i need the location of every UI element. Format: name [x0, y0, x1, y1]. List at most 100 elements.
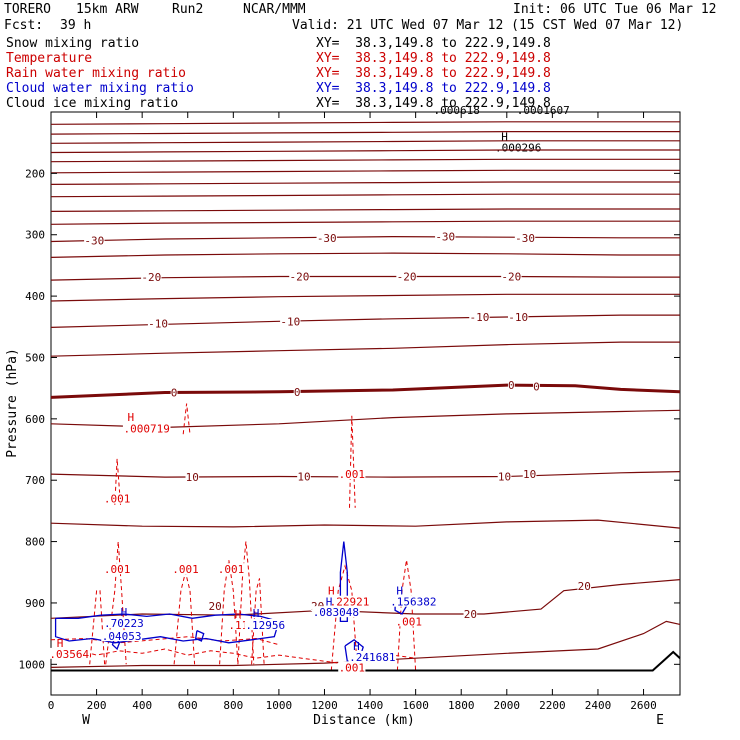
temperature-label-bg [141, 271, 162, 283]
temperature-contour [50, 169, 680, 174]
cloud-water-label: H [121, 606, 128, 619]
temperature-label-bg [435, 230, 456, 242]
rain-contour [349, 415, 356, 508]
ice-label: H [501, 131, 508, 144]
temperature-label-bg [522, 468, 537, 480]
temperature-label: 10 [186, 471, 199, 484]
cloud-water-label: H [396, 585, 403, 598]
temperature-label-bg [316, 231, 337, 243]
temperature-label: 10 [523, 468, 536, 481]
temperature-label-bg [185, 471, 200, 483]
x-tick-label: 1800 [448, 699, 475, 712]
y-tick-label: 500 [25, 351, 45, 364]
forecast-label: Fcst: [4, 18, 44, 33]
temperature-contour [50, 314, 680, 328]
ice-label: .0001607 [517, 104, 570, 117]
field-label-cloud-water: Cloud water mixing ratio [6, 81, 194, 96]
init-time: Init: 06 UTC Tue 06 Mar 12 [513, 2, 717, 17]
temperature-contour [50, 158, 680, 163]
cloud-water-label: .241681 [349, 651, 395, 664]
field-label-snow: Snow mixing ratio [6, 36, 140, 51]
field-xy-snow: XY= 38.3,149.8 to 222.9,149.8 [316, 36, 551, 51]
temperature-label: 20 [464, 608, 477, 621]
axes: 0 200 400 600 800 1000 1200 1400 1600 1800 2000 220… [19, 112, 680, 712]
y-tick-label: 700 [25, 474, 45, 487]
temperature-label: -30 [435, 231, 455, 244]
x-tick-label: 400 [132, 699, 152, 712]
rain-contour [330, 564, 358, 671]
temperature-label-bg [463, 607, 478, 619]
temperature-label: -10 [470, 311, 490, 324]
temperature-contour [50, 208, 680, 212]
x-tick-label: 2000 [494, 699, 521, 712]
rain-contour [182, 403, 191, 435]
y-tick-label: 1000 [19, 658, 46, 671]
temperature-label-bg [147, 317, 169, 329]
temperature-label-bg [577, 579, 592, 591]
temperature-label-bg [533, 380, 540, 392]
temperature-contour [50, 293, 680, 302]
temperature-label: 10 [498, 471, 511, 484]
cloud-water-label-bg [103, 617, 145, 629]
ice-labels: H.000296 .000618 .0001607 [433, 104, 569, 154]
rain-label: .001 [172, 563, 199, 576]
x-tick-label: 600 [178, 699, 198, 712]
temperature-label-bg [507, 310, 529, 322]
temperature-label-bg [293, 385, 301, 397]
rain-label: .001 [339, 661, 366, 674]
temperature-label-bg [497, 470, 512, 482]
temperature-contour [50, 275, 680, 281]
contour-labels: -30 -30 -30 -30 -20 -20 -20 -20 -10 -10 -10 -10 0 0 0 0… [48, 230, 592, 674]
temperature-contour [50, 620, 681, 668]
temperature-contour [50, 193, 680, 198]
temperature-label-bg [170, 386, 178, 398]
temperature-label: -20 [501, 270, 521, 283]
temperature-contour [50, 519, 681, 529]
temperature-label: 0 [171, 386, 178, 399]
x-tick-label: 2200 [539, 699, 566, 712]
temperature-contour [50, 149, 680, 154]
cloud-water-label: .156382 [390, 596, 436, 609]
rain-contour [105, 541, 127, 665]
x-tick-label: 2400 [585, 699, 612, 712]
field-label-cloud-ice: Cloud ice mixing ratio [6, 96, 179, 111]
rain-label: .001 [339, 468, 366, 481]
temperature-label: 0 [533, 380, 540, 393]
model-run: Run2 [172, 2, 204, 17]
cloud-water-contour [54, 613, 280, 644]
cloud-water-label-bg [101, 630, 143, 642]
temperature-contour [50, 383, 681, 399]
cloud-water-label: H [253, 607, 260, 620]
rain-contour [114, 458, 121, 505]
temperature-contour [50, 121, 680, 125]
temperature-contour [50, 579, 681, 619]
rain-contour [237, 541, 255, 665]
x-tick-label: 1400 [357, 699, 384, 712]
cloud-water-label: .70223 [104, 617, 144, 630]
cloud-water-label: H [326, 596, 333, 609]
x-tick-label: 1000 [266, 699, 293, 712]
cloud-water-label-bg [312, 606, 360, 618]
temperature-contour [50, 341, 680, 357]
temperature-label-bg [514, 231, 536, 243]
model-name: TORERO [4, 2, 51, 17]
x-tick-label: 1200 [311, 699, 338, 712]
y-tick-label: 900 [25, 597, 45, 610]
rain-label-bg [217, 563, 245, 575]
temperature-label-bg [289, 270, 310, 282]
field-label-rain: Rain water mixing ratio [6, 66, 187, 81]
cloud-water-label: .083048 [313, 606, 359, 619]
temperature-contour [50, 220, 680, 225]
y-tick-label: 400 [25, 290, 45, 303]
cloud-water-label: H [353, 640, 360, 653]
temperature-label-bg [84, 234, 105, 246]
rain-label-bg [338, 468, 366, 480]
y-tick-label: 600 [25, 413, 45, 426]
temperature-label: 0 [294, 386, 301, 399]
rain-label: .000719 [124, 423, 170, 436]
temperature-label: -20 [141, 271, 161, 284]
rain-label: H [127, 411, 134, 424]
forecast-hour: 39 h [60, 18, 92, 33]
x-west-label: W [82, 713, 90, 728]
temperature-label: -30 [317, 232, 337, 245]
